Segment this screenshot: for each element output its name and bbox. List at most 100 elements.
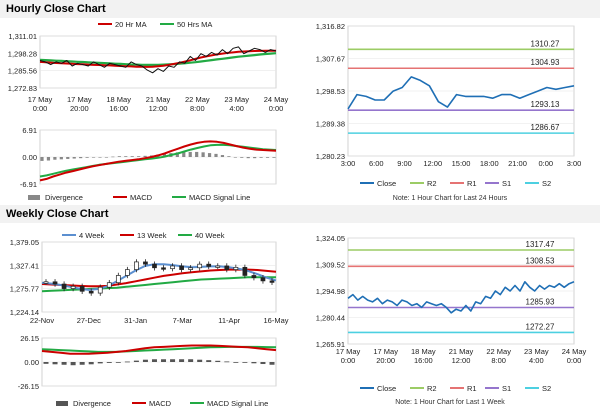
legend-label: S1 [502,179,511,188]
candle-body [224,265,230,270]
divergence-bar [40,157,44,161]
y-tick-label: 0.00 [22,153,37,162]
x-tick-label: 8:00 [190,104,205,113]
ma50-line [39,52,277,67]
x-tick-label: 0:00 [269,104,284,113]
y-tick-label: 1,275.77 [10,285,39,294]
level-label-s2: 1272.27 [526,322,555,331]
hourly-pivot-chart: 1,316.82 1,307.67 1,298.53 1,289.38 1,280.23… [316,22,582,202]
divergence-bar [233,362,239,363]
candle-body [52,281,58,285]
divergence-bar [137,156,141,157]
y-tick-label: 1,280.23 [316,152,345,161]
candle-body [88,290,94,294]
x-tick-label: 22 May [486,347,511,356]
y-tick-label: 1,280.44 [316,314,345,323]
weekly-ma-chart: 1,379.05 1,327.41 1,275.77 1,224.14 4 Week 13… [10,231,289,325]
close-line [39,46,277,74]
legend-label: 20 Hr MA [115,20,147,29]
y-tick-label: 1,298.53 [316,87,345,96]
x-tick-label: 17 May [28,95,53,104]
candle-body [215,265,221,268]
legend-label: Divergence [73,399,111,408]
x-tick-label: 23 May [524,347,549,356]
divergence-bar [142,359,148,362]
x-tick-label: 8:00 [491,356,506,365]
divergence-bar [143,155,147,157]
x-tick-label: 21 May [449,347,474,356]
x-tick-label: 3:00 [341,159,356,168]
divergence-bar [72,157,76,159]
y-tick-label: 1,294.98 [316,287,345,296]
candle-body [179,265,184,270]
y-tick-label: 1,379.05 [10,238,39,247]
level-label-r2: 1317.47 [526,240,555,249]
x-tick-label: 27-Dec [77,316,101,325]
macd-line [39,140,277,182]
x-tick-label: 31-Jan [124,316,147,325]
x-tick-label: 12:00 [423,159,442,168]
candle-body [251,275,257,279]
candle-body [106,282,112,288]
legend-label: MACD Signal Line [189,193,250,202]
divergence-bar [130,156,134,157]
candle-body [134,261,139,270]
divergence-bar [162,153,167,157]
legend-label: Divergence [45,193,83,202]
candle-body [188,267,193,270]
divergence-bar [206,360,212,362]
y-tick-label: 1,316.82 [316,22,345,31]
y-tick-label: 1,272.83 [8,84,37,93]
candle-body [242,266,248,276]
legend-label: 13 Week [137,231,167,240]
y-tick-label: 1,265.91 [316,340,345,349]
x-tick-label: 16-May [263,316,288,325]
x-tick-label: 11-Apr [218,316,240,325]
x-tick-label: 22-Nov [30,316,54,325]
divergence-bar [46,157,51,161]
divergence-bar [133,360,139,362]
candle-body [260,277,266,282]
x-tick-label: 0:00 [341,356,356,365]
x-tick-label: 20:00 [376,356,395,365]
candle-body [43,281,49,284]
x-tick-label: 16:00 [414,356,433,365]
divergence-bar [179,359,185,362]
divergence-bar [215,360,221,362]
divergence-bar [269,362,275,365]
x-tick-label: 18:00 [480,159,499,168]
legend-swatch [56,401,68,406]
candle-body [206,263,212,267]
y-tick-label: -26.15 [18,382,39,391]
candle-body [170,265,175,270]
y-tick-label: 1,307.67 [316,55,345,64]
weekly-header-band [0,205,600,223]
x-tick-label: 18 May [411,347,436,356]
divergence-bar [227,156,231,157]
divergence-bar [43,362,49,364]
y-tick-label: 1,327.41 [10,261,39,270]
hourly-macd-chart: 6.91 0.00 -6.91 Divergence MACD MACD Signal L… [20,126,277,202]
legend-label: S2 [542,179,551,188]
x-tick-label: 20:00 [70,104,89,113]
y-tick-label: 26.15 [20,334,39,343]
y-tick-label: 1,285.56 [8,67,37,76]
x-tick-label: 12:00 [452,356,471,365]
x-tick-label: 17 May [67,95,92,104]
level-label-s1: 1285.93 [526,297,555,306]
x-tick-label: 0:00 [538,159,553,168]
divergence-bar [272,157,276,158]
candle-body [125,269,130,276]
divergence-bar [188,151,192,157]
x-tick-label: 17 May [373,347,398,356]
candle-body [233,266,239,270]
hourly-section-title: Hourly Close Chart [6,3,106,15]
divergence-bar [246,157,250,159]
y-tick-label: -6.91 [20,180,37,189]
divergence-bar [91,157,96,158]
divergence-bar [98,157,102,158]
legend-label: S2 [542,384,551,393]
divergence-bar [214,153,218,157]
divergence-bar [161,359,167,362]
weekly-macd-chart: 26.15 0.00 -26.15 Divergence MACD MACD Signal… [18,334,277,408]
